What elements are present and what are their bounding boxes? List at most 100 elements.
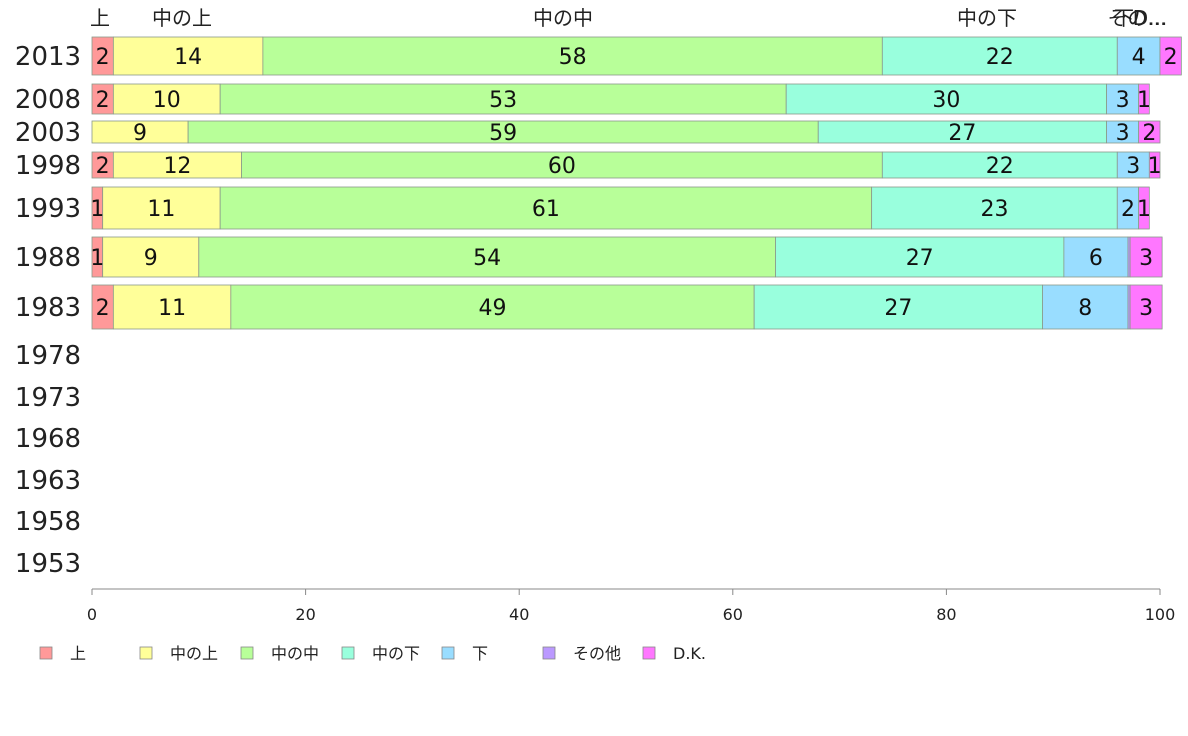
top-category-labels: 上 中の上 中の中 中の下 下その...D...: [90, 6, 1167, 30]
data-label-2013-series-3: 22: [986, 45, 1014, 70]
data-label-1988-series-6: 3: [1139, 246, 1153, 271]
bar-1993-series-6: [1138, 186, 1150, 230]
x-tick-label-2: 40: [509, 605, 529, 624]
bar-2013-series-3: [881, 36, 1118, 76]
year-label-2008: 2008: [15, 85, 81, 115]
x-tick-label-5: 100: [1145, 605, 1176, 624]
data-label-2008-series-2: 53: [489, 88, 517, 113]
data-label-1998-series-2: 60: [548, 154, 576, 179]
year-label-2013: 2013: [15, 42, 81, 72]
legend-label-6: D.K.: [673, 644, 706, 663]
data-label-2008-series-1: 10: [153, 88, 181, 113]
top-label-6: D...: [1133, 6, 1167, 30]
year-label-1993: 1993: [15, 194, 81, 224]
bar-1988-series-1: [102, 236, 200, 278]
data-label-2003-series-1: 9: [133, 121, 147, 146]
data-label-1993-series-3: 23: [980, 197, 1008, 222]
legend: 上 中の上 中の中 中の下 下 その他 D.K.: [39, 644, 706, 663]
legend-label-0: 上: [70, 644, 86, 663]
data-label-1993-series-6: 1: [1137, 197, 1151, 222]
data-label-2013-series-0: 2: [96, 45, 110, 70]
bar-1998-series-4: [1116, 151, 1150, 179]
data-label-2003-series-3: 27: [948, 121, 976, 146]
data-label-2008-series-3: 30: [932, 88, 960, 113]
data-label-1993-series-2: 61: [532, 197, 560, 222]
top-label-5: その...: [1107, 6, 1166, 30]
bar-1998-series-3: [881, 151, 1118, 179]
year-label-1988: 1988: [15, 243, 81, 273]
data-label-2008-series-0: 2: [96, 88, 110, 113]
year-label-1963: 1963: [15, 466, 81, 496]
data-label-1988-series-0: 1: [90, 246, 104, 271]
legend-label-1: 中の上: [170, 644, 218, 663]
year-label-1973: 1973: [15, 383, 81, 413]
data-label-1983-series-1: 11: [158, 296, 186, 321]
data-label-2003-series-2: 59: [489, 121, 517, 146]
x-axis: 0 20 40 60 80 100: [87, 588, 1176, 624]
year-label-1968: 1968: [15, 424, 81, 454]
data-label-1988-series-4: 6: [1089, 246, 1103, 271]
legend-label-3: 中の下: [372, 644, 420, 663]
data-label-2013-series-1: 14: [174, 45, 202, 70]
data-label-2003-series-4: 3: [1116, 121, 1130, 146]
bar-2008-series-6: [1138, 83, 1150, 115]
legend-swatch-3: [341, 646, 355, 660]
data-label-1998-series-6: 1: [1148, 154, 1162, 179]
data-label-1998-series-0: 2: [96, 154, 110, 179]
bar-1993-series-2: [219, 186, 873, 230]
data-label-1983-series-3: 27: [884, 296, 912, 321]
data-label-1988-series-2: 54: [473, 246, 501, 271]
bar-1998-series-1: [112, 151, 242, 179]
x-tick-label-4: 80: [936, 605, 956, 624]
bar-1993-series-1: [102, 186, 221, 230]
legend-swatch-4: [441, 646, 455, 660]
data-label-1993-series-4: 2: [1121, 197, 1135, 222]
legend-swatch-6: [642, 646, 656, 660]
data-label-1998-series-4: 3: [1126, 154, 1140, 179]
bar-2003-series-6: [1138, 120, 1161, 144]
bar-2008-series-3: [785, 83, 1108, 115]
data-label-2008-series-4: 3: [1116, 88, 1130, 113]
legend-label-4: 下: [472, 644, 488, 663]
bar-1988-series-6: [1129, 236, 1163, 278]
data-label-1988-series-3: 27: [906, 246, 934, 271]
data-label-2013-series-4: 4: [1132, 45, 1146, 70]
data-label-1998-series-3: 22: [986, 154, 1014, 179]
bar-1983-series-6: [1129, 284, 1163, 330]
top-label-1: 中の上: [152, 6, 212, 30]
bar-2013-series-4: [1116, 36, 1161, 76]
legend-swatch-1: [139, 646, 153, 660]
bar-1998-series-6: [1148, 151, 1161, 179]
year-label-1998: 1998: [15, 151, 81, 181]
legend-swatch-5: [542, 646, 556, 660]
data-label-2008-series-6: 1: [1137, 88, 1151, 113]
year-label-1953: 1953: [15, 549, 81, 579]
data-label-1993-series-1: 11: [147, 197, 175, 222]
bar-2008-series-1: [112, 83, 221, 115]
data-label-2013-series-6: 2: [1164, 45, 1178, 70]
bars-group: 2 14 58 22 4 22 10 53 30 3 19 59 27 3 22 12 60 22 3 11 11 61 2…: [90, 36, 1182, 330]
bar-1988-series-4: [1063, 236, 1129, 278]
bar-1993-series-3: [871, 186, 1118, 230]
year-label-2003: 2003: [15, 118, 81, 148]
x-tick-label-1: 20: [295, 605, 315, 624]
legend-label-2: 中の中: [271, 644, 319, 663]
data-label-2013-series-2: 58: [559, 45, 587, 70]
top-label-0: 上: [90, 6, 110, 30]
data-label-1983-series-4: 8: [1078, 296, 1092, 321]
x-tick-label-3: 60: [723, 605, 743, 624]
year-label-1978: 1978: [15, 341, 81, 371]
top-label-3: 中の下: [957, 6, 1017, 30]
data-label-1983-series-6: 3: [1139, 296, 1153, 321]
top-label-4: 下: [1114, 6, 1134, 30]
legend-swatch-2: [240, 646, 254, 660]
year-label-1958: 1958: [15, 507, 81, 537]
data-label-1988-series-1: 9: [144, 246, 158, 271]
bar-1988-series-3: [775, 236, 1065, 278]
top-label-2: 中の中: [533, 6, 593, 30]
bar-1998-series-2: [241, 151, 883, 179]
data-label-1998-series-1: 12: [163, 154, 191, 179]
data-label-1993-series-0: 1: [90, 197, 104, 222]
data-label-1983-series-2: 49: [479, 296, 507, 321]
